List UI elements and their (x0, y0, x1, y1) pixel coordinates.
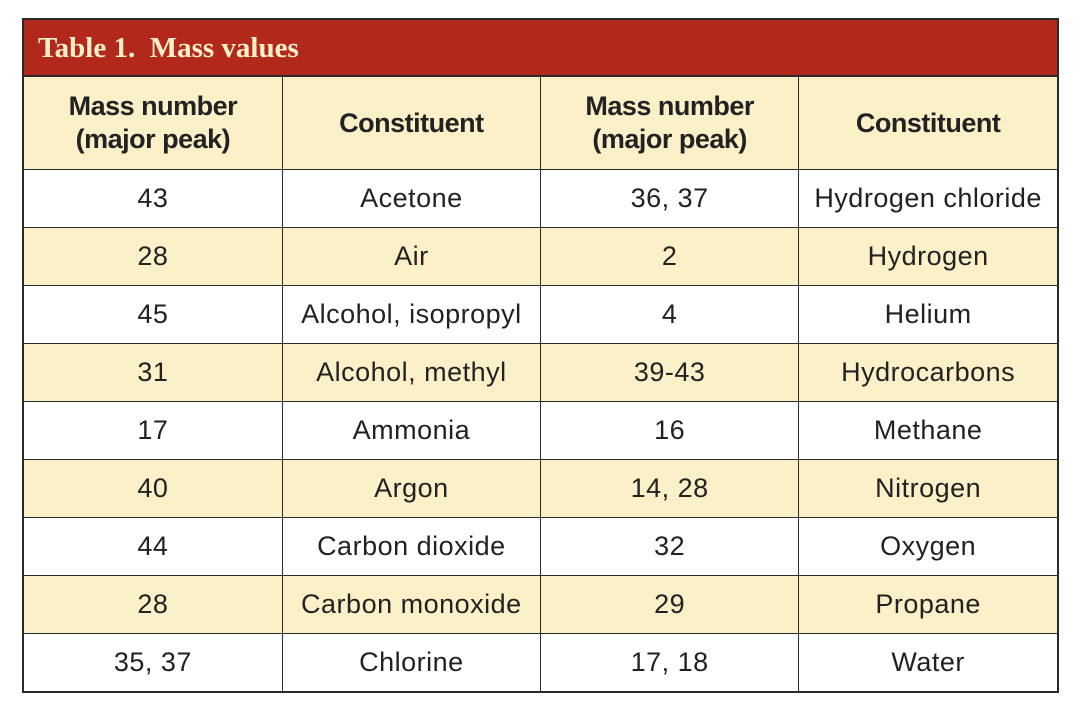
table-row: 43 Acetone 36, 37 Hydrogen chloride (24, 169, 1057, 228)
table-title: Table 1. Mass values (24, 20, 1057, 77)
table-cell: 40 (24, 459, 283, 518)
table-cell: 4 (539, 285, 800, 344)
table-row: 35, 37 Chlorine 17, 18 Water (24, 633, 1057, 691)
table-cell: Air (281, 227, 542, 286)
table-cell: 43 (24, 169, 283, 228)
table-cell: 45 (24, 285, 283, 344)
table-cell: 44 (24, 517, 283, 576)
mass-table: Mass number (major peak) Constituent Mass … (24, 77, 1057, 691)
table-cell: 2 (539, 227, 800, 286)
table-cell: 16 (539, 401, 800, 460)
header-cell: Constituent (281, 77, 542, 170)
table-cell: Nitrogen (798, 459, 1057, 518)
table-row: 28 Carbon monoxide 29 Propane (24, 575, 1057, 634)
table-cell: Propane (798, 575, 1057, 634)
table-cell: Hydrogen (798, 227, 1057, 286)
table-cell: 39-43 (539, 343, 800, 402)
table-cell: Helium (798, 285, 1057, 344)
header-cell: Constituent (798, 77, 1057, 170)
table-row: 31 Alcohol, methyl 39-43 Hydrocarbons (24, 343, 1057, 402)
table-cell: Carbon monoxide (281, 575, 542, 634)
table-row: 45 Alcohol, isopropyl 4 Helium (24, 285, 1057, 344)
table-cell: Acetone (281, 169, 542, 228)
table-cell: 17 (24, 401, 283, 460)
table-cell: Carbon dioxide (281, 517, 542, 576)
table-cell: Hydrocarbons (798, 343, 1057, 402)
table-cell: 31 (24, 343, 283, 402)
table-cell: 36, 37 (539, 169, 800, 228)
table-cell: Alcohol, methyl (281, 343, 542, 402)
table-frame: Table 1. Mass values Mass number (major … (22, 18, 1059, 693)
table-row: 17 Ammonia 16 Methane (24, 401, 1057, 460)
table-cell: Alcohol, isopropyl (281, 285, 542, 344)
table-cell: Oxygen (798, 517, 1057, 576)
table-cell: Argon (281, 459, 542, 518)
table-cell: 29 (539, 575, 800, 634)
header-cell: Mass number (major peak) (539, 77, 800, 170)
table-row: 44 Carbon dioxide 32 Oxygen (24, 517, 1057, 576)
table-row: 28 Air 2 Hydrogen (24, 227, 1057, 286)
header-row: Mass number (major peak) Constituent Mass … (24, 77, 1057, 170)
table-cell: 17, 18 (539, 633, 800, 691)
table-cell: 14, 28 (539, 459, 800, 518)
header-cell: Mass number (major peak) (24, 77, 283, 170)
table-cell: 28 (24, 575, 283, 634)
table-cell: Hydrogen chloride (798, 169, 1057, 228)
table-cell: 28 (24, 227, 283, 286)
table-cell: Methane (798, 401, 1057, 460)
table-cell: Ammonia (281, 401, 542, 460)
table-cell: 35, 37 (24, 633, 283, 691)
table-row: 40 Argon 14, 28 Nitrogen (24, 459, 1057, 518)
table-cell: Chlorine (281, 633, 542, 691)
table-cell: Water (798, 633, 1057, 691)
table-cell: 32 (539, 517, 800, 576)
